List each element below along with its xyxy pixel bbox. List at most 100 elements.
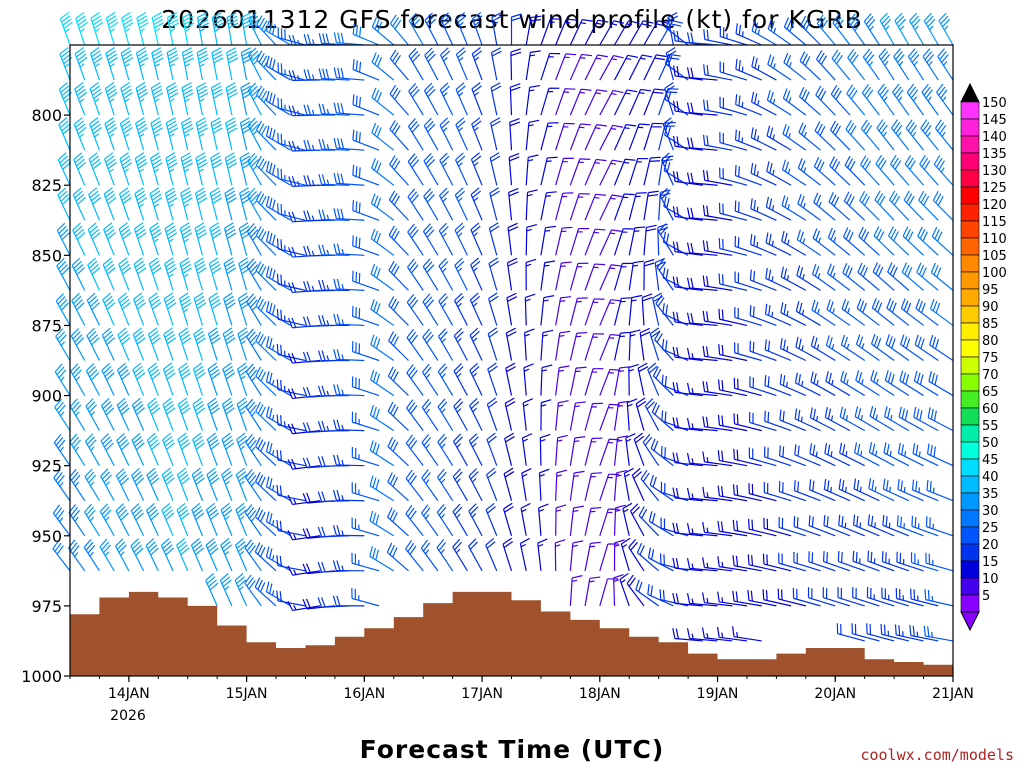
wind-barb [861,84,880,116]
wind-barb [782,88,807,116]
wind-barb [584,193,607,221]
wind-barb [882,478,910,502]
wind-barb [881,587,910,607]
wind-barb [643,156,661,186]
wind-barb [540,156,558,186]
wind-barb [888,226,910,256]
wind-barb [333,208,365,221]
wind-barb [505,327,517,361]
wind-barb [134,187,148,221]
wind-barb [436,503,454,537]
wind-barb [672,628,703,642]
wind-barb [927,407,954,432]
wind-barb [488,222,500,256]
wind-barb [208,292,222,326]
wind-barb [767,54,792,81]
wind-barb [318,209,350,221]
wind-barb [686,67,718,81]
wind-barb [210,82,224,116]
wind-barb [763,482,792,502]
wind-barb [488,257,500,291]
wind-barb [246,187,262,221]
wind-barb [525,154,539,186]
wind-barb [389,14,409,46]
wind-barb [254,507,277,537]
wind-barb [778,516,807,537]
wind-barb [902,226,924,256]
wind-barb [732,484,762,502]
wind-barb [192,432,205,466]
colorbar-swatch [960,220,980,239]
colorbar-label: 140 [982,130,1007,145]
wind-barb [734,200,762,221]
wind-barb [181,47,194,81]
wind-barb [453,398,468,431]
colorbar-over-triangle [960,82,980,103]
wind-barb [351,411,380,432]
wind-barb [352,59,380,81]
wind-barb [613,366,630,396]
wind-barb [423,188,439,221]
wind-barb [702,240,733,256]
wind-barb [811,264,836,291]
colorbar-label: 40 [982,470,999,485]
wind-barb [853,478,880,502]
colorbar-swatch [960,526,980,545]
wind-barb [749,376,777,397]
wind-barb [584,263,606,291]
wind-barb [69,398,86,431]
wind-barb [508,187,519,221]
wind-barb [276,273,306,291]
wind-barb [613,89,638,116]
wind-barb [407,188,424,221]
wind-barb [276,344,306,362]
wind-barb [734,165,762,186]
wind-barb [842,263,866,291]
wind-barb [781,159,807,186]
wind-barb [880,623,909,642]
credit-link[interactable]: coolwx.com/models [860,746,1014,764]
wind-barb [178,327,192,361]
wind-barb [860,119,880,151]
wind-barb [622,502,633,536]
wind-barb [686,558,718,572]
wind-barb [255,436,277,467]
wind-barb [255,261,277,291]
wind-barb [783,52,807,81]
wind-barb [437,328,454,361]
wind-barb [208,257,222,291]
wind-barb [540,260,556,291]
wind-barb [871,297,895,326]
wind-barb [235,537,248,572]
wind-barb [182,12,195,46]
wind-barb [840,334,866,361]
wind-barb [628,20,654,46]
y-tick-label: 925 [31,457,62,476]
wind-barb [226,47,239,81]
wind-barb [90,11,104,46]
colorbar-swatch [960,271,980,290]
wind-barb [751,56,777,81]
wind-barb [103,187,117,221]
colorbar-under-triangle [960,611,980,632]
wind-barb [569,193,590,221]
wind-barb [130,503,145,537]
wind-barb [613,158,636,186]
wind-barb [906,83,925,116]
wind-barb [54,363,71,396]
wind-barb [798,86,821,116]
wind-barb [686,452,718,467]
wind-barb [748,483,777,502]
wind-barb [207,397,221,431]
wind-barb [584,298,605,326]
wind-barb [879,12,895,46]
wind-barb [900,298,924,326]
wind-barb [246,258,262,291]
wind-barb [406,364,424,396]
wind-barb [717,556,748,572]
wind-barb [239,152,252,186]
wind-barb [163,292,177,326]
wind-barb [540,225,556,256]
wind-barb [635,579,660,607]
wind-barb [747,554,777,572]
